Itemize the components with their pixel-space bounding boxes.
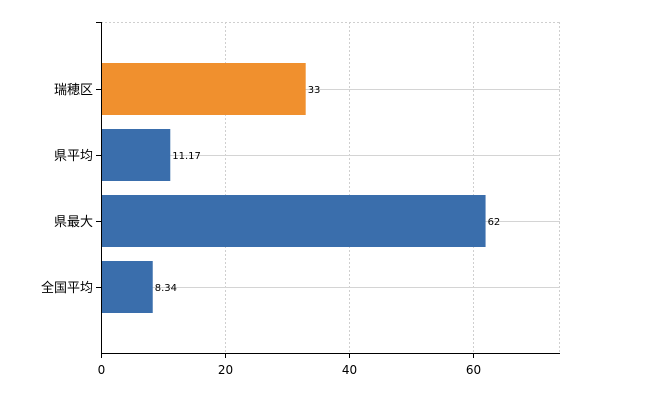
category-label: 全国平均: [41, 280, 93, 296]
labels: 0 20 40 60 瑞穂区 33 県平均 11.17 県最大 62 全国平均 8.34: [41, 83, 500, 377]
x-tick-label: 0: [98, 363, 106, 377]
x-tick-label: 60: [466, 363, 481, 377]
bars: [102, 63, 486, 313]
x-tick-label: 20: [218, 363, 233, 377]
bar: [102, 195, 486, 247]
bar: [102, 63, 306, 115]
x-tick-label: 40: [342, 363, 357, 377]
data-label: 11.17: [172, 151, 201, 162]
bar: [102, 129, 171, 181]
data-label: 8.34: [155, 283, 177, 294]
category-label: 瑞穂区: [54, 83, 93, 98]
data-label: 33: [308, 85, 321, 96]
category-label: 県平均: [54, 149, 93, 164]
axes: [96, 22, 560, 358]
category-label: 県最大: [54, 215, 93, 230]
data-label: 62: [488, 217, 501, 228]
bar: [102, 261, 153, 313]
